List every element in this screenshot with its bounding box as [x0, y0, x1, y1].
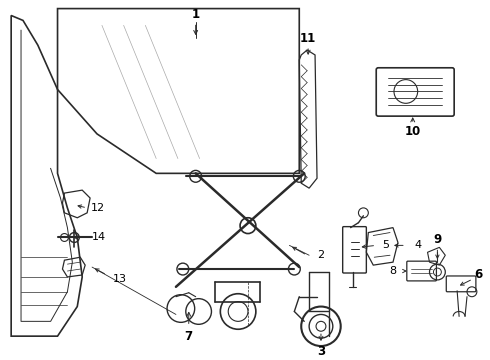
Text: 9: 9	[433, 233, 441, 246]
FancyBboxPatch shape	[376, 68, 454, 116]
Text: 2: 2	[318, 250, 324, 260]
FancyBboxPatch shape	[446, 276, 476, 292]
Text: 11: 11	[300, 32, 316, 45]
Text: 13: 13	[113, 274, 127, 284]
Text: 8: 8	[390, 266, 396, 276]
Text: 7: 7	[185, 330, 193, 343]
FancyBboxPatch shape	[343, 227, 367, 273]
Text: 12: 12	[91, 203, 105, 213]
Text: 1: 1	[192, 8, 200, 21]
Text: 14: 14	[92, 233, 106, 243]
Text: 6: 6	[475, 269, 483, 282]
Text: 5: 5	[383, 240, 390, 251]
FancyBboxPatch shape	[407, 261, 437, 281]
Text: 3: 3	[317, 346, 325, 359]
Text: 4: 4	[414, 240, 421, 251]
Text: 10: 10	[405, 125, 421, 138]
